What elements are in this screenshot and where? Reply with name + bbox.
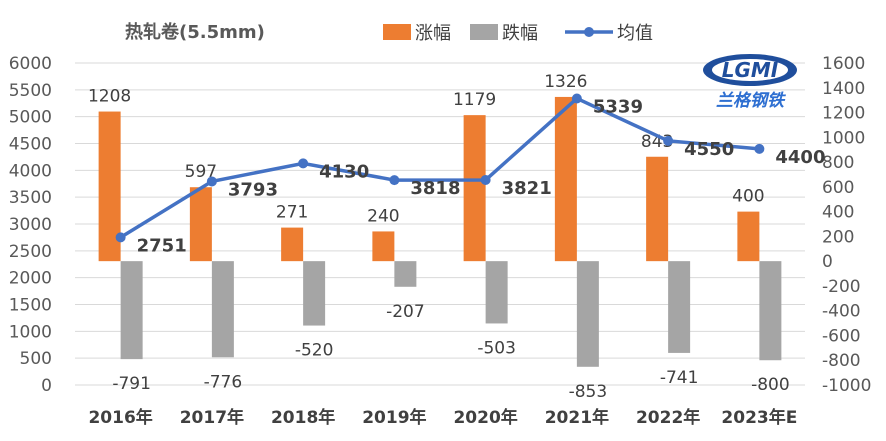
x-axis-tick: 2017年: [180, 407, 244, 428]
bar-fall-label: -853: [569, 382, 608, 402]
bar-rise: [463, 115, 486, 262]
x-axis-tick: 2018年: [271, 407, 335, 428]
right-axis-tick: 400: [822, 203, 854, 223]
left-axis-tick: 5500: [9, 81, 52, 101]
legend-swatch-rise: [383, 24, 411, 40]
line-point: [206, 176, 217, 187]
bar-rise-label: 271: [276, 203, 308, 223]
legend-label-fall: 跌幅: [502, 23, 538, 44]
right-axis-tick: 800: [822, 153, 854, 173]
bar-fall: [211, 261, 234, 358]
bar-fall-label: -520: [295, 341, 334, 361]
right-axis-tick: 1600: [822, 54, 865, 74]
right-axis-tick: 0: [822, 252, 833, 272]
bar-fall-label: -207: [386, 302, 425, 322]
left-axis-tick: 4500: [9, 135, 52, 155]
right-axis-tick: 200: [822, 227, 854, 247]
line-point-label: 5339: [593, 96, 643, 117]
bar-rise: [98, 111, 121, 262]
bar-rise-label: 1179: [453, 90, 496, 110]
legend-label-rise: 涨幅: [415, 23, 451, 44]
bar-rise: [737, 211, 760, 262]
left-axis-tick: 500: [20, 349, 52, 369]
line-point-label: 3818: [410, 178, 460, 199]
logo-subtitle: 兰格钢铁: [716, 91, 787, 111]
left-axis-tick: 1500: [9, 296, 52, 316]
line-point: [115, 232, 126, 243]
bar-rise-label: 1326: [544, 72, 587, 92]
line-point-label: 3793: [228, 179, 278, 200]
line-point-label: 4400: [775, 147, 825, 168]
line-point: [389, 175, 400, 186]
bar-rise: [554, 96, 577, 262]
bar-fall: [759, 261, 782, 361]
right-axis-tick: -600: [822, 326, 861, 346]
bar-fall-label: -503: [477, 338, 516, 358]
line-point-label: 4130: [319, 161, 369, 182]
right-axis-tick: 600: [822, 178, 854, 198]
x-axis-tick: 2016年: [88, 407, 152, 428]
line-point-label: 3821: [502, 178, 552, 199]
right-axis-tick: 1400: [822, 79, 865, 99]
left-axis-tick: 2000: [9, 269, 52, 289]
bar-fall: [485, 261, 508, 324]
x-axis-tick: 2021年: [545, 407, 609, 428]
x-axis-tick: 2022年: [636, 407, 700, 428]
line-point-label: 4550: [684, 139, 734, 160]
line-point: [754, 143, 765, 154]
bar-rise-label: 240: [367, 206, 399, 226]
line-average: [119, 96, 760, 239]
bar-rise-label: 1208: [88, 87, 131, 107]
line-point: [298, 158, 309, 169]
chart-title: 热轧卷(5.5mm): [125, 21, 265, 43]
bar-fall-label: -791: [112, 374, 151, 394]
bar-rise: [372, 231, 395, 262]
right-axis-tick: 1000: [822, 128, 865, 148]
left-axis-tick: 2500: [9, 242, 52, 262]
left-axis-tick: 1000: [9, 322, 52, 342]
bar-fall: [576, 261, 599, 367]
bar-rise: [646, 156, 669, 262]
left-axis-tick: 4000: [9, 161, 52, 181]
line-point: [480, 174, 491, 185]
bar-fall: [668, 261, 691, 353]
bar-fall-label: -741: [660, 368, 699, 388]
bar-rise-label: 597: [185, 162, 217, 182]
right-axis-tick: -200: [822, 277, 861, 297]
bar-fall-label: -776: [204, 372, 243, 392]
bar-rise: [189, 187, 212, 262]
left-axis-tick: 5000: [9, 108, 52, 128]
legend-label-average: 均值: [617, 23, 653, 44]
right-axis-tick: 1200: [822, 104, 865, 124]
left-axis-tick: 3000: [9, 215, 52, 235]
right-axis-tick: -800: [822, 351, 861, 371]
right-axis-tick: -400: [822, 302, 861, 322]
left-axis-tick: 6000: [9, 54, 52, 74]
bar-fall-label: -800: [751, 375, 790, 395]
right-axis-tick: -1000: [822, 376, 871, 396]
bar-rise: [281, 227, 304, 262]
legend-marker-average: [584, 27, 594, 37]
bar-fall: [303, 261, 326, 326]
bar-fall: [394, 261, 417, 287]
line-point: [663, 135, 674, 146]
line-point-label: 2751: [137, 235, 187, 256]
x-axis-tick: 2020年: [453, 407, 517, 428]
left-axis-tick: 3500: [9, 188, 52, 208]
bar-rise-label: 400: [732, 187, 764, 207]
left-axis-tick: 0: [41, 376, 52, 396]
x-axis-tick: 2019年: [362, 407, 426, 428]
logo-inner: [712, 59, 788, 81]
logo-text: LGMI: [722, 58, 779, 82]
legend-swatch-fall: [470, 24, 498, 40]
bar-fall: [120, 261, 143, 360]
x-axis-tick: 2023年E: [721, 407, 797, 428]
line-point: [571, 93, 582, 104]
